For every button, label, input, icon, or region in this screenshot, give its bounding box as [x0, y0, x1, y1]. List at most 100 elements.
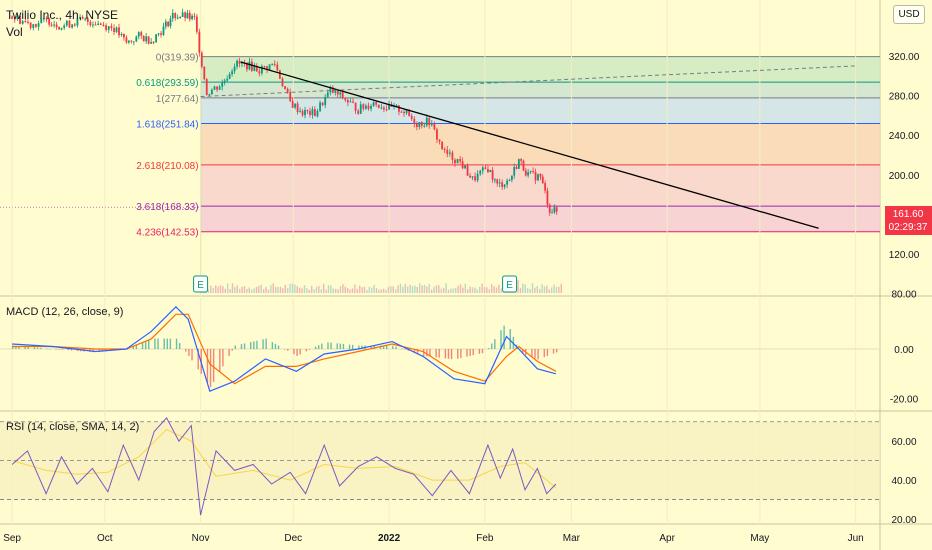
candle-body	[248, 61, 251, 70]
volume-bar	[298, 287, 301, 293]
macd-histogram-bar	[222, 349, 224, 367]
candle-body	[169, 18, 172, 27]
candle-body	[221, 82, 224, 87]
candle-body	[184, 12, 187, 19]
candle-body	[11, 16, 13, 19]
candle-body	[167, 21, 170, 27]
volume-bar	[404, 283, 406, 293]
macd-histogram-bar	[132, 346, 134, 349]
candle-body	[331, 87, 334, 93]
candle-body	[441, 141, 444, 150]
volume-bar	[217, 286, 219, 293]
fib-level-label: 3.618(168.33)	[136, 202, 198, 213]
fib-zone	[200, 82, 880, 98]
macd-histogram-bar	[61, 349, 63, 350]
macd-histogram-bar	[469, 349, 471, 356]
y-tick-label: 320.00	[889, 52, 920, 63]
x-tick-label: Jun	[848, 533, 864, 544]
candle-body	[438, 139, 441, 142]
macd-histogram-bar	[392, 345, 394, 349]
earnings-label: E	[197, 280, 204, 291]
fibonacci-extension[interactable]: 0(319.39) 0.618(293.59) 1(277.64) 1.618(251…	[0, 53, 880, 275]
candle-body	[383, 107, 385, 110]
y-tick-label: 240.00	[889, 131, 920, 142]
candle-body	[152, 41, 155, 43]
candle-body	[524, 170, 527, 176]
candle-body	[135, 36, 138, 42]
volume-bar	[478, 286, 481, 293]
macd-histogram-bar	[382, 345, 385, 349]
candle-body	[266, 66, 268, 70]
candle-body	[176, 17, 179, 19]
macd-histogram-bar	[274, 343, 277, 349]
fib-zone	[200, 206, 880, 232]
candle-body	[321, 102, 324, 106]
candle-body	[99, 23, 102, 25]
candle-body	[548, 204, 551, 213]
macd-histogram-bar	[416, 349, 419, 354]
volume-bar	[392, 286, 394, 293]
volume-bar	[267, 289, 270, 293]
volume-bar	[380, 289, 382, 293]
volume-bar	[416, 286, 418, 293]
volume-bar	[318, 285, 320, 293]
candle-body	[13, 18, 16, 20]
volume-bar	[272, 283, 274, 293]
macd-histogram-bar	[144, 341, 147, 349]
volume-bar	[438, 285, 440, 293]
candle-body	[140, 32, 143, 36]
price-tag-box	[885, 206, 932, 235]
macd-histogram-bar	[157, 338, 159, 349]
currency-button[interactable]: USD	[893, 5, 925, 24]
macd-histogram-bar	[314, 346, 317, 349]
macd-histogram-bar	[509, 329, 511, 349]
symbol-title[interactable]: Twilio Inc., 4h, NYSE	[6, 8, 119, 22]
macd-histogram-bar	[534, 349, 536, 359]
macd-title[interactable]: MACD (12, 26, close, 9)	[6, 306, 124, 318]
rsi-sma-line	[11, 428, 557, 489]
volume-label[interactable]: Vol	[6, 25, 23, 39]
volume-bar	[558, 286, 560, 293]
rsi-tick-label: 40.00	[891, 476, 916, 487]
fib-zone	[200, 164, 880, 207]
macd-histogram-bar	[188, 349, 190, 356]
volume-bar	[313, 289, 315, 293]
candle-body	[228, 74, 231, 79]
volume-bar	[406, 286, 409, 293]
macd-histogram-bar	[521, 349, 524, 354]
candle-body	[425, 117, 428, 126]
candle-body	[474, 176, 476, 181]
candle-body	[436, 129, 438, 140]
macd-histogram-bar	[370, 345, 372, 349]
volume-bar	[445, 283, 447, 293]
volume-bar	[279, 286, 282, 293]
macd-histogram-bar	[293, 349, 295, 355]
rsi-title[interactable]: RSI (14, close, SMA, 14, 2)	[6, 421, 140, 433]
candle-body	[253, 66, 256, 71]
candle-body	[92, 24, 94, 26]
candle-body	[388, 104, 390, 110]
volume-bar	[219, 285, 222, 293]
candle-body	[517, 159, 520, 169]
volume-bar	[524, 284, 526, 293]
candle-body	[246, 62, 248, 70]
candle-body	[130, 40, 133, 42]
volume-bar	[358, 285, 361, 293]
candle-body	[403, 111, 405, 114]
price-tag-value: 161.60	[893, 209, 924, 220]
candle-body	[520, 159, 523, 161]
candle-body	[276, 64, 279, 71]
candle-body	[324, 96, 327, 106]
macd-histogram-bar	[491, 343, 493, 349]
volume-bar	[270, 285, 272, 293]
candle-body	[461, 161, 464, 169]
candle-body	[314, 109, 316, 117]
rsi-line	[11, 417, 557, 516]
macd-histogram-bar	[444, 349, 447, 359]
candle-body	[42, 18, 45, 20]
volume-bar	[529, 289, 531, 293]
macd-histogram-bar	[555, 349, 558, 353]
macd-signal-line	[12, 313, 557, 385]
